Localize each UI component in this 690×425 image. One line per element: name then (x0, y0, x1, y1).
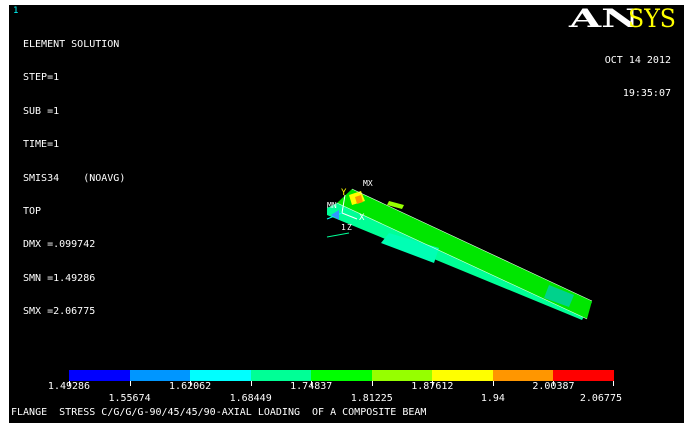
legend-color-8 (553, 370, 615, 381)
legend-label-bottom: 2.06775 (579, 393, 622, 404)
legend-label-bottom: 1.55674 (108, 393, 151, 404)
date-label: OCT 14 2012 (604, 55, 671, 66)
triad-node-line (326, 232, 350, 238)
legend-tick (190, 381, 192, 386)
legend-tick (371, 381, 373, 386)
legend-color-2 (190, 370, 252, 381)
legend-label-bottom: 1.94 (480, 393, 505, 404)
info-smn: SMN =1.49286 (23, 272, 96, 284)
beam-edge (351, 188, 593, 302)
model-view[interactable]: MX MN X Y Z 1 (9, 5, 684, 405)
legend-tick (432, 381, 434, 386)
legend-tick (129, 381, 131, 386)
mn-label: MN (327, 201, 337, 210)
legend-color-4 (311, 370, 373, 381)
info-time: TIME=1 (23, 139, 60, 151)
y-label: Y (341, 188, 347, 198)
z-label: Z (347, 223, 352, 232)
legend-label-bottom: 1.81225 (350, 393, 393, 404)
end-patch (544, 285, 574, 307)
legend-color-6 (432, 370, 494, 381)
legend-tick (553, 381, 555, 386)
info-dmx: DMX =.099742 (23, 239, 96, 251)
legend-color-1 (129, 370, 191, 381)
legend-color-5 (371, 370, 433, 381)
legend-label-top: 1.74837 (290, 381, 333, 392)
info-layer: TOP (23, 205, 42, 217)
mn-marker (331, 210, 339, 220)
legend-label-top: 2.00387 (532, 381, 575, 392)
legend-label-top: 1.49286 (47, 381, 91, 392)
plot-caption: FLANGE STRESS C/G/G/G-90/45/45/90-AXIAL … (9, 405, 684, 423)
beam-top-face (337, 189, 592, 319)
max-spot-orange (355, 195, 363, 204)
info-sub: SUB =1 (23, 105, 60, 117)
legend-tick (250, 381, 252, 386)
triad-y-axis (341, 194, 346, 214)
info-item: SMIS34 (NOAVG) (23, 172, 126, 184)
legend-color-7 (492, 370, 554, 381)
timestamp: OCT 14 2012 19:35:07 (605, 33, 671, 121)
mx-label: MX (363, 179, 373, 188)
legend-color-0 (69, 370, 131, 381)
legend-label-top: 1.62062 (169, 381, 212, 392)
node-label: 1 (341, 223, 346, 232)
info-smx: SMX =2.06775 (23, 306, 96, 318)
legend-tick (613, 381, 614, 386)
solution-info: ELEMENT SOLUTION STEP=1 SUB =1 TIME=1 SM… (23, 17, 125, 340)
beam-edge (336, 202, 588, 320)
triad-x-axis (341, 212, 358, 220)
info-step: STEP=1 (23, 72, 60, 84)
yellow-strip (387, 201, 404, 209)
ansys-logo: AN SYS (568, 5, 676, 31)
legend-tick (492, 381, 494, 386)
side-patch (381, 233, 439, 263)
solution-title: ELEMENT SOLUTION (23, 39, 120, 50)
legend-tick (311, 381, 313, 386)
window-number: 1 (13, 6, 19, 16)
legend-label-bottom: 1.68449 (229, 393, 272, 404)
time-label: 19:35:07 (622, 88, 671, 99)
x-label: X (359, 213, 365, 223)
legend-color-3 (250, 370, 312, 381)
graphics-window[interactable]: 1 ELEMENT SOLUTION STEP=1 SUB =1 TIME=1 … (9, 5, 684, 405)
legend-label-top: 1.87612 (411, 381, 454, 392)
svg-text:AN: AN (568, 5, 639, 31)
svg-text:SYS: SYS (628, 5, 676, 31)
legend-tick (69, 381, 70, 386)
contour-legend (69, 370, 615, 381)
